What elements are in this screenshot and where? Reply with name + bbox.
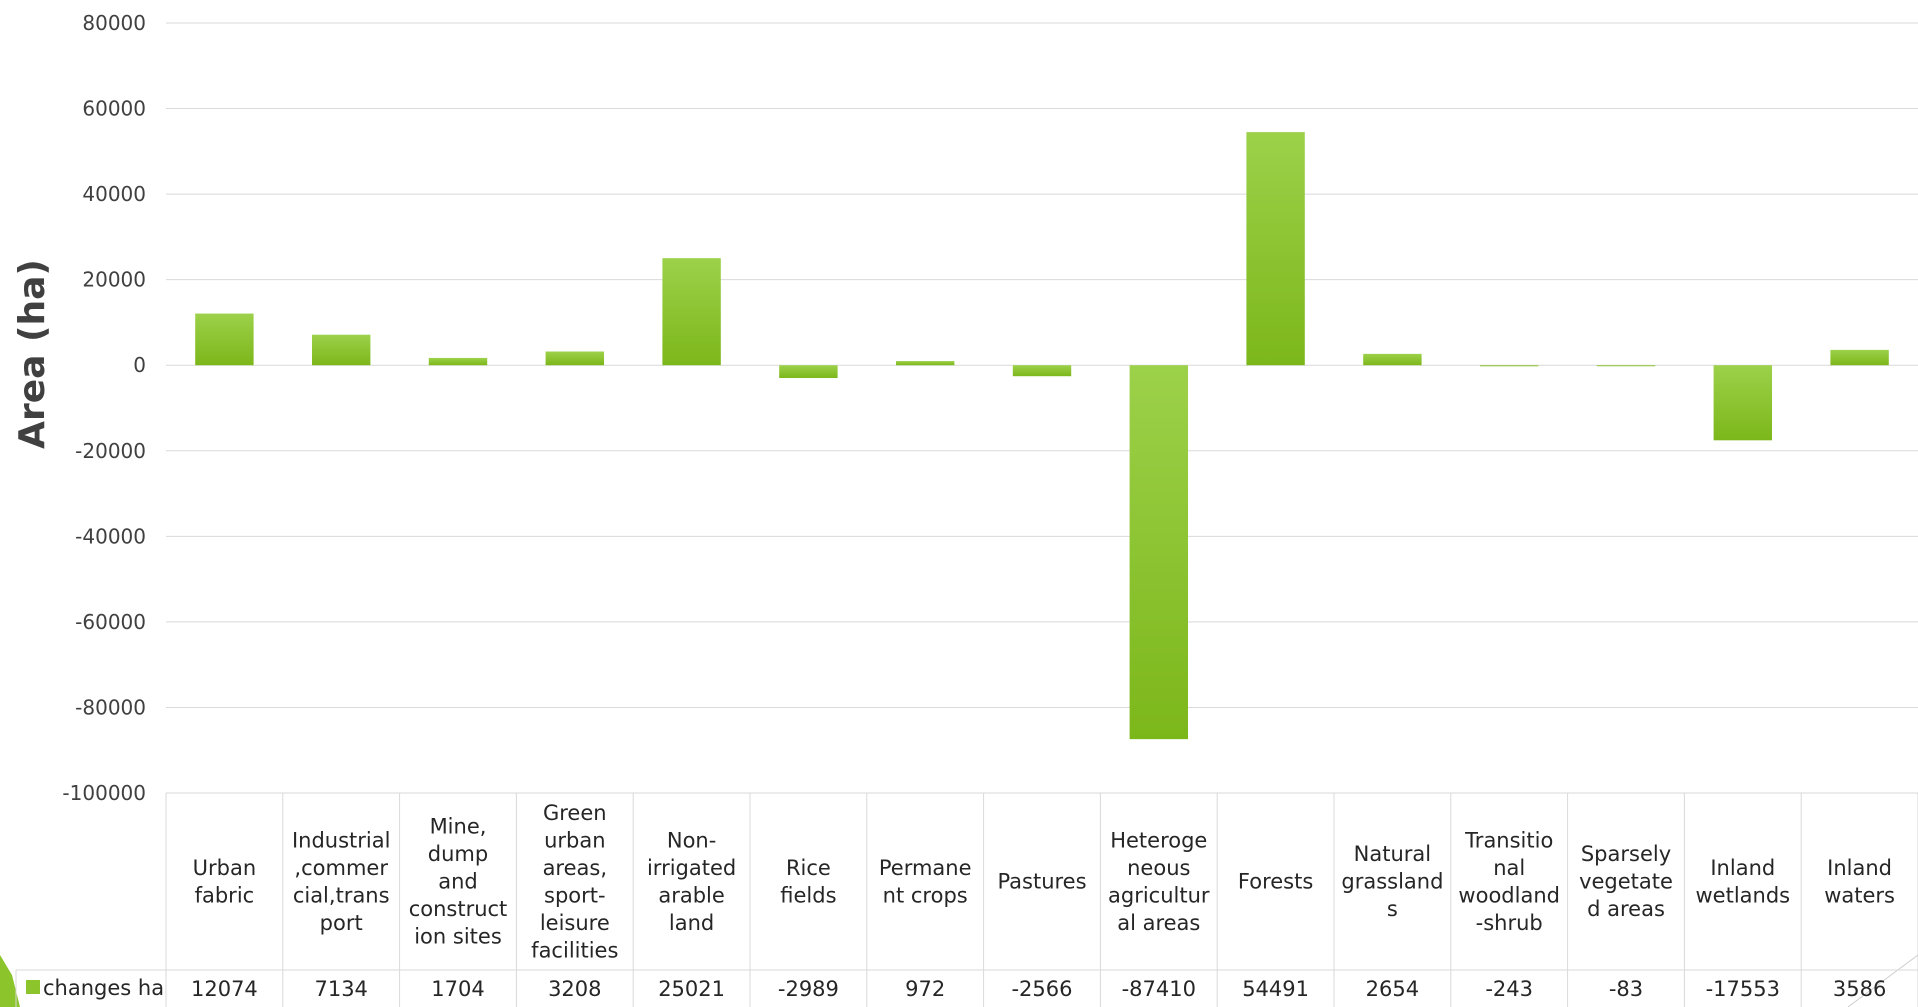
y-tick-label: 80000 <box>82 11 146 35</box>
category-label: Heteroge neous agricultur al areas <box>1108 828 1210 935</box>
category-label: Mine, dump and construct ion sites <box>409 815 508 949</box>
category-label: Natural grassland s <box>1341 842 1443 921</box>
bar <box>1129 365 1188 740</box>
category-label: Sparsely vegetate d areas <box>1579 842 1673 921</box>
table-value-cell: 12074 <box>191 977 258 1001</box>
category-label: Transitio nal woodland -shrub <box>1458 828 1560 935</box>
legend-label: changes ha <box>43 976 164 1000</box>
category-label: Urban fabric <box>193 856 257 908</box>
table-value-cell: -243 <box>1485 977 1533 1001</box>
y-axis-title: Area (ha) <box>12 259 53 449</box>
table-value-cell: 3586 <box>1833 977 1886 1001</box>
bar <box>545 351 604 366</box>
category-label: Pastures <box>997 870 1086 894</box>
table-value-cell: 54491 <box>1242 977 1309 1001</box>
table-value-cell: -87410 <box>1122 977 1196 1001</box>
bar <box>312 334 371 366</box>
bars <box>195 132 1889 740</box>
bar <box>1012 365 1072 377</box>
legend-key <box>26 980 40 994</box>
y-tick-label: -40000 <box>75 524 146 548</box>
bar <box>662 258 721 366</box>
table-value-cell: -83 <box>1609 977 1643 1001</box>
table-value-cell: -2566 <box>1011 977 1072 1001</box>
category-label: Permane nt crops <box>879 856 972 908</box>
category-label: Inland waters <box>1824 856 1895 908</box>
category-label: Inland wetlands <box>1695 856 1790 908</box>
bar <box>195 313 254 366</box>
table-value-cell: 25021 <box>658 977 725 1001</box>
bar <box>1363 353 1422 366</box>
y-tick-label: 60000 <box>82 97 146 121</box>
y-tick-label: -20000 <box>75 439 146 463</box>
y-tick-label: -100000 <box>62 781 146 805</box>
y-tick-label: 40000 <box>82 182 146 206</box>
bar <box>896 361 955 366</box>
y-axis-ticks: 80000 60000 40000 20000 0 -20000 -40000 -60000 -… <box>62 11 146 805</box>
bar <box>428 357 488 366</box>
table-value-cell: 2654 <box>1366 977 1419 1001</box>
gridlines <box>166 22 1918 794</box>
category-label: Rice fields <box>780 856 836 908</box>
table-value-cell: 972 <box>905 977 945 1001</box>
bar <box>1246 132 1305 366</box>
category-label: Green urban areas, sport-leisure facilities <box>531 801 618 963</box>
category-label: Forests <box>1238 870 1313 894</box>
y-tick-label: -80000 <box>75 695 146 719</box>
table-value-cell: 1704 <box>431 977 484 1001</box>
category-label: Non-irrigated arable land <box>647 828 736 935</box>
table-value-cell: 7134 <box>314 977 367 1001</box>
decorative-accent-left <box>0 955 20 1007</box>
category-label: Industrial ,commer cial,trans port <box>292 828 391 935</box>
bar <box>1596 365 1656 367</box>
bar <box>1830 349 1889 366</box>
table-value-cell: -2989 <box>778 977 839 1001</box>
table-value-cell: 3208 <box>548 977 601 1001</box>
bar <box>779 365 838 379</box>
table-value-cell: -17553 <box>1706 977 1780 1001</box>
y-tick-label: 0 <box>133 353 146 377</box>
bar <box>1480 365 1539 367</box>
decorative-accent-right <box>1847 954 1918 1007</box>
bar <box>1713 365 1772 441</box>
y-tick-label: 20000 <box>82 268 146 292</box>
y-tick-label: -60000 <box>75 610 146 634</box>
data-table: Urban fabric 12074 Industrial ,commer cial,tr… <box>15 792 1918 1007</box>
